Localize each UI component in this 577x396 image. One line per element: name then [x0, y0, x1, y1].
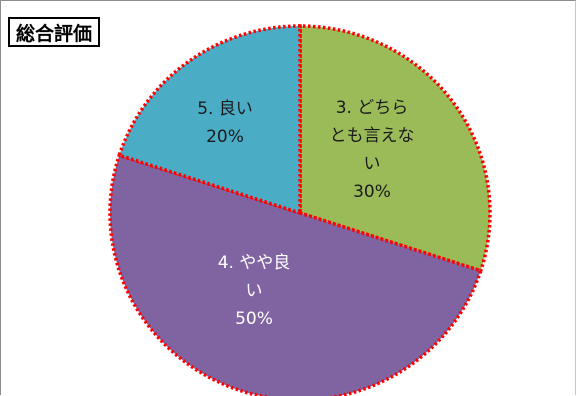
pie-slice-2 — [108, 153, 483, 396]
chart-title: 総合評価 — [8, 17, 101, 47]
slice-label-1-line-2: とも言えな — [330, 126, 415, 146]
slice-value-label-3: 20% — [206, 127, 244, 147]
slice-value-label-2: 50% — [235, 309, 273, 329]
pie-slice-1 — [298, 24, 492, 273]
slice-label-2-line-2: い — [246, 281, 263, 301]
slice-label-3-line-1: 5. 良い — [197, 99, 253, 119]
slice-label-1-line-3: い — [364, 154, 381, 174]
slice-label-1-line-1: 3. どちら — [336, 98, 409, 118]
pie-slice-3 — [117, 24, 302, 216]
slice-value-label-1: 30% — [353, 182, 391, 202]
slice-label-2-line-1: 4. やや良 — [218, 253, 291, 273]
